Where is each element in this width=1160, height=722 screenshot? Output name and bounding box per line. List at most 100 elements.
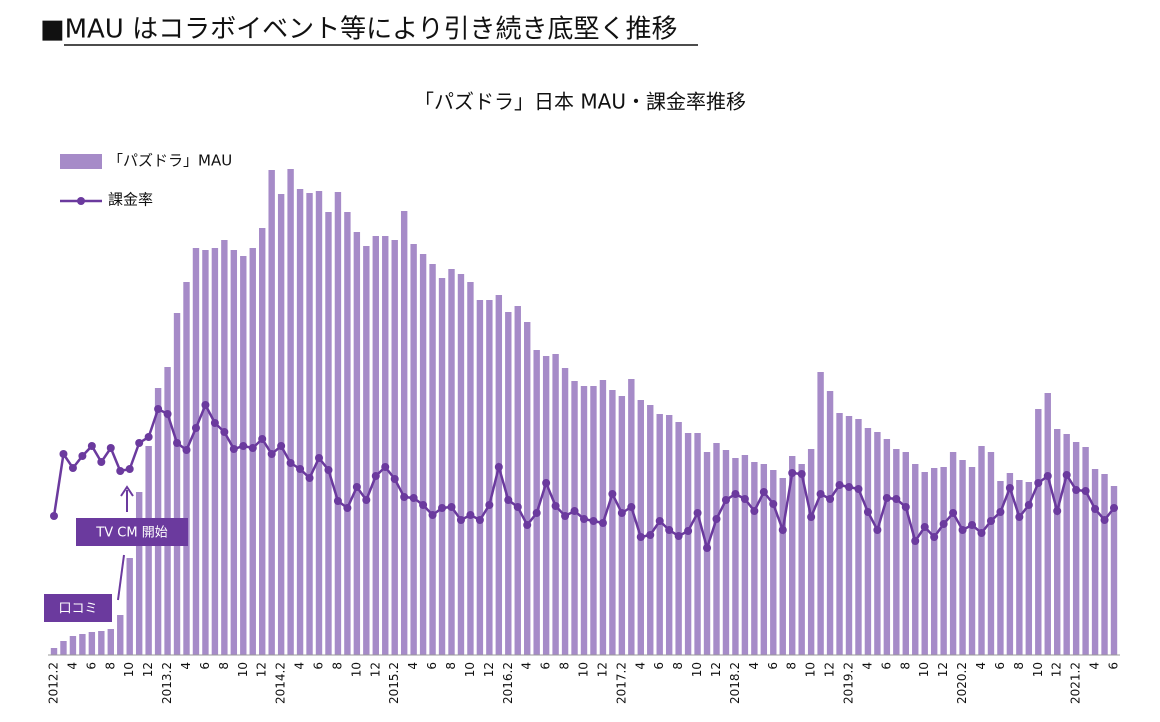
bar [353, 232, 361, 655]
point [845, 483, 853, 491]
bar [1063, 434, 1070, 655]
bar [703, 452, 711, 655]
point [1053, 507, 1062, 515]
x-tick-label: 12 [823, 662, 837, 677]
bar [126, 558, 133, 655]
point [977, 529, 986, 537]
x-tick-label: 2015.2 [387, 662, 401, 704]
point [277, 442, 286, 450]
point [788, 469, 797, 477]
bar [1016, 480, 1023, 655]
x-tick-label: 2013.2 [160, 662, 174, 704]
point [920, 523, 929, 531]
point [267, 450, 276, 458]
bar [760, 464, 768, 655]
bar [107, 629, 114, 655]
bar [419, 254, 427, 655]
arrow [117, 554, 125, 601]
bar [372, 236, 379, 655]
bar [277, 194, 285, 655]
bar [448, 269, 455, 655]
bar [968, 467, 976, 655]
bar [315, 191, 323, 655]
point [949, 509, 958, 517]
bar [836, 413, 843, 655]
legend-label: 課金率 [108, 191, 153, 209]
bar [1044, 393, 1051, 655]
chart-title: 「パズドラ」日本 MAU・課金率推移 [414, 90, 746, 114]
bar [779, 478, 786, 655]
point [892, 495, 901, 503]
point [986, 517, 995, 525]
bar [874, 432, 881, 655]
bar [60, 641, 67, 655]
point [807, 513, 816, 521]
bar [486, 300, 493, 655]
bar [930, 468, 938, 655]
point [400, 493, 409, 501]
point [797, 470, 806, 478]
bar [609, 390, 616, 655]
point [428, 511, 437, 519]
bar [135, 492, 143, 655]
bar [817, 372, 824, 655]
x-tick-label: 6 [198, 662, 212, 670]
x-tick-label: 10 [1031, 662, 1045, 677]
point [315, 454, 323, 462]
bar [770, 470, 777, 655]
point [608, 490, 617, 498]
point [712, 515, 721, 523]
x-tick-label: 10 [577, 662, 591, 677]
bar [694, 433, 701, 655]
bar [382, 236, 389, 655]
x-tick-label: 4 [65, 662, 79, 670]
x-tick-label: 2012.2 [47, 662, 61, 704]
bar [173, 313, 181, 655]
bar [722, 450, 730, 655]
x-tick-label: 8 [444, 662, 458, 670]
bar [987, 452, 995, 655]
x-tick-label: 2021.2 [1069, 662, 1083, 704]
x-tick-label: 10 [804, 662, 818, 677]
annotation-box [44, 594, 112, 622]
point [693, 509, 702, 517]
point [996, 508, 1005, 516]
point [1005, 484, 1014, 492]
bar [741, 455, 749, 655]
x-tick-label: 8 [330, 662, 344, 670]
bar [363, 246, 370, 655]
x-tick-label: 4 [747, 662, 761, 670]
bar [845, 416, 853, 655]
x-tick-label: 2017.2 [614, 662, 628, 704]
x-tick-label: 4 [1088, 662, 1102, 670]
point [598, 519, 607, 527]
bar [940, 467, 947, 655]
bar [978, 446, 985, 655]
point [229, 445, 238, 453]
point [305, 474, 314, 482]
point [201, 401, 210, 409]
heading: ■MAU はコラボイベント等により引き続き底堅く推移 [40, 15, 678, 45]
legend-swatch [77, 197, 85, 205]
bar [1006, 473, 1014, 655]
bar [1110, 486, 1118, 655]
bar [618, 396, 626, 655]
point [258, 435, 267, 443]
point [532, 509, 541, 517]
bar [202, 250, 209, 655]
x-tick-label: 12 [595, 662, 609, 677]
x-tick-label: 4 [974, 662, 988, 670]
point [826, 495, 835, 503]
x-tick-label: 10 [690, 662, 704, 677]
bar [571, 381, 578, 655]
point [835, 481, 844, 489]
annotation: 口コミ [58, 602, 97, 617]
bar [221, 240, 228, 655]
bar [949, 452, 957, 655]
x-tick-label: 8 [558, 662, 572, 670]
point [561, 512, 570, 520]
point [438, 504, 447, 512]
point [220, 428, 229, 436]
x-tick-label: 2018.2 [728, 662, 742, 704]
bar [647, 405, 654, 655]
